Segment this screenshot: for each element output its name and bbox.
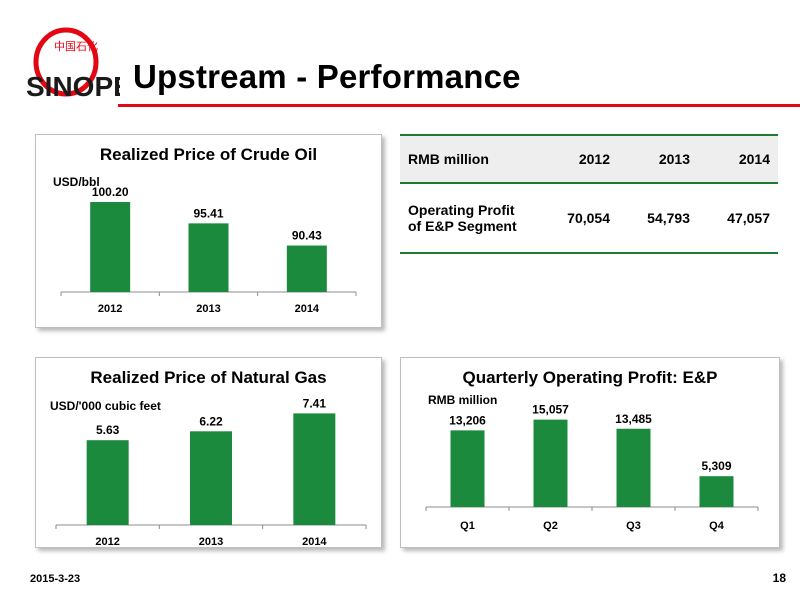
table-cell: 70,054	[567, 210, 610, 226]
operating-profit-table: RMB million 2012 2013 2014 Operating Pro…	[400, 134, 778, 254]
table-row: Operating Profit of E&P Segment 70,054 5…	[400, 183, 778, 253]
bar	[699, 476, 734, 507]
natural-gas-chart-unit: USD/'000 cubic feet	[50, 399, 161, 413]
bar	[90, 202, 131, 292]
table-header-cell: 2012	[578, 151, 610, 167]
crude-oil-bar-chart: 100.20 2012 95.41 2013 90.43 2014	[60, 185, 357, 315]
table-row-label-line1: Operating Profit	[408, 202, 515, 218]
bar-value-label: 15,057	[532, 403, 569, 417]
natural-gas-bar-chart: 5.63 2012 6.22 2013 7.41 2014	[55, 396, 367, 547]
quarterly-profit-chart-title: Quarterly Operating Profit: E&P	[462, 368, 718, 387]
bar	[188, 223, 229, 292]
page-number: 18	[772, 571, 786, 585]
page-title: Upstream - Performance	[133, 58, 521, 95]
x-tick-label: 2014	[295, 303, 320, 315]
x-tick-label: Q2	[543, 520, 558, 532]
quarterly-profit-chart-panel: Quarterly Operating Profit: E&P RMB mill…	[400, 357, 780, 548]
bar-value-label: 5,309	[701, 459, 731, 473]
bar	[293, 413, 336, 525]
bar	[533, 419, 568, 507]
table-row-label-line2: of E&P Segment	[408, 218, 517, 234]
x-tick-label: 2012	[95, 536, 119, 547]
bar	[86, 440, 129, 525]
table-header-row: RMB million 2012 2013 2014	[400, 135, 778, 183]
svg-text:中国石化: 中国石化	[54, 39, 98, 53]
x-tick-label: Q3	[626, 520, 641, 532]
bar	[616, 428, 651, 507]
bar-value-label: 6.22	[199, 414, 223, 428]
bar-value-label: 7.41	[303, 396, 327, 410]
crude-oil-chart-unit: USD/bbl	[53, 175, 100, 189]
x-tick-label: Q4	[709, 520, 725, 532]
x-tick-label: 2013	[196, 303, 220, 315]
crude-oil-chart-panel: Realized Price of Crude Oil USD/bbl 100.…	[35, 134, 382, 328]
table-header-cell: 2014	[738, 151, 770, 167]
footer-date: 2015-3-23	[30, 573, 81, 585]
natural-gas-chart-title: Realized Price of Natural Gas	[90, 368, 327, 387]
bar	[286, 245, 327, 292]
bar	[450, 430, 485, 507]
bar-value-label: 13,485	[615, 412, 652, 426]
crude-oil-chart-title: Realized Price of Crude Oil	[99, 145, 318, 164]
natural-gas-chart-panel: Realized Price of Natural Gas USD/'000 c…	[35, 357, 382, 548]
bar-value-label: 100.20	[92, 185, 129, 199]
bar	[190, 431, 232, 525]
table-cell: 54,793	[647, 210, 690, 226]
table-header-cell: RMB million	[408, 151, 489, 167]
bar-value-label: 13,206	[449, 413, 486, 427]
bar-value-label: 90.43	[292, 229, 322, 243]
svg-text:SINOPEC: SINOPEC	[26, 71, 120, 102]
table-cell: 47,057	[727, 210, 770, 226]
bar-value-label: 95.41	[193, 206, 223, 220]
title-divider	[118, 104, 800, 107]
table-header-cell: 2013	[658, 151, 690, 167]
x-tick-label: 2014	[302, 536, 327, 547]
x-tick-label: 2012	[98, 303, 122, 315]
bar-value-label: 5.63	[96, 423, 120, 437]
x-tick-label: 2013	[199, 536, 223, 547]
operating-profit-table-panel: RMB million 2012 2013 2014 Operating Pro…	[400, 134, 778, 256]
quarterly-profit-chart-unit: RMB million	[428, 393, 498, 407]
quarterly-profit-bar-chart: 13,206 Q1 15,057 Q2 13,485 Q3 5,309 Q4	[425, 403, 759, 532]
table-row-label: Operating Profit of E&P Segment	[400, 183, 538, 253]
x-tick-label: Q1	[460, 520, 475, 532]
sinopec-logo: 中国石化 SINOPEC	[26, 27, 120, 102]
